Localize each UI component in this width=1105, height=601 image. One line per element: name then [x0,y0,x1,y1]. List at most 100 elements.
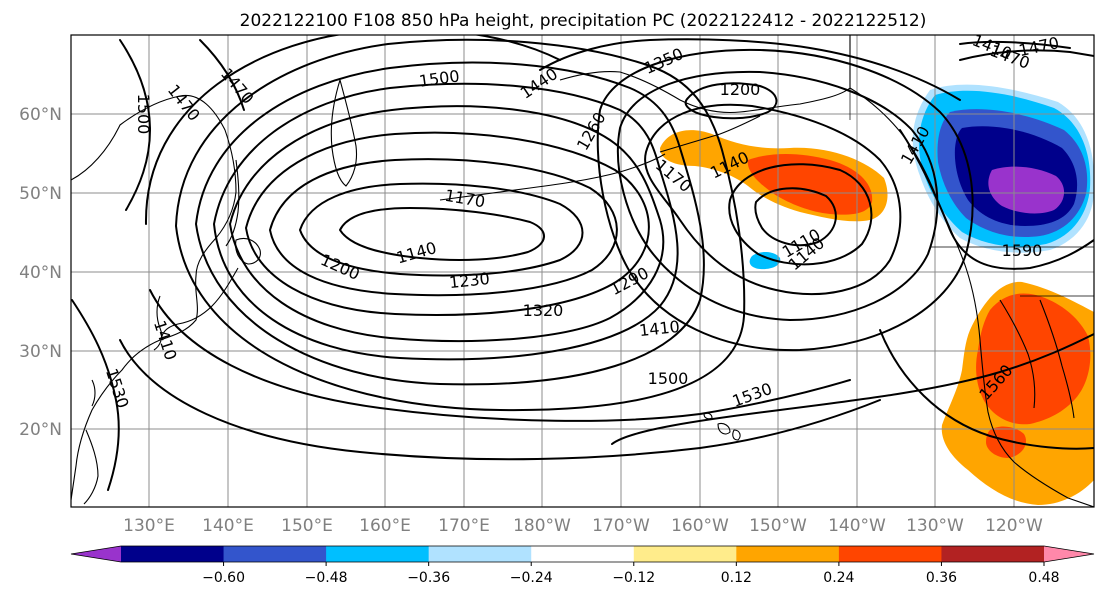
colorbar-tick-label: 0.48 [1028,570,1059,586]
lon-label: 140°E [202,516,254,536]
lat-label: 30°N [19,342,62,362]
contour-1500-band [144,35,561,225]
colorbar-ticks: −0.60 −0.48 −0.36 −0.24 −0.12 0.12 0.24 0.36 0.4… [202,562,1060,586]
coast-gulf-california [1039,299,1075,419]
contour-1320-band [195,61,705,386]
contour-1530-west [71,299,120,491]
coast-alaska-peninsula [659,115,761,153]
colorbar-tick-label: −0.12 [612,570,655,586]
coastlines [71,35,1094,507]
colorbar: −0.60 −0.48 −0.36 −0.24 −0.12 0.12 0.24 0.36 0.4… [70,545,1095,586]
contour-1440-east [959,40,1071,49]
figure-title: 2022122100 F108 850 hPa height, precipit… [240,11,927,31]
contour-1260-band [229,105,665,343]
colorbar-tick-label: −0.48 [305,570,348,586]
contour-1470-ridge [199,39,245,111]
coast-aleutians [439,153,666,201]
contour-1200-gulf [684,82,778,120]
lon-label: 160°E [359,516,411,536]
contour-label: 1230 [448,269,490,292]
colorbar-segments [70,545,1095,563]
lat-label: 40°N [19,263,62,283]
lon-label: 170°E [438,516,490,536]
precip-shading [660,84,1094,505]
colorbar-outline [70,545,1095,563]
contour-1170-low [299,182,584,277]
colorbar-tick-label: −0.36 [407,570,450,586]
contour-1530-south [119,339,881,461]
contour-1500-south [149,289,851,422]
colorbar-tick-label: 0.24 [823,570,854,586]
lon-label: 120°W [985,516,1043,536]
colorbar-tick-label: −0.60 [202,570,245,586]
contour-1140-gulf [728,163,873,266]
contour-label: 1320 [523,301,564,320]
colorbar-segment [838,546,942,562]
contour-1410-band [175,38,746,412]
contour-1110-gulf [754,187,837,247]
precip-area-nw-purple [988,166,1065,214]
colorbar-segment [121,546,225,562]
colorbar-tick-label: 0.36 [926,570,957,586]
contour-1470-nw [119,39,151,211]
coast-japan-honshu [161,267,239,337]
lon-label: 180°W [513,516,571,536]
lat-labels: 60°N 50°N 40°N 30°N 20°N [19,105,62,440]
colorbar-segment [223,546,327,562]
lon-labels: 130°E 140°E 150°E 160°E 170°E 180°W 170°… [123,516,1043,536]
coast-japan-hokkaido [235,237,261,265]
colorbar-tick-label: 0.12 [721,570,752,586]
coast-kamchatka [330,79,358,187]
lon-label: 130°E [123,516,175,536]
map-area [71,35,1094,507]
lon-label: 170°W [592,516,650,536]
contour-label: 1410 [638,317,680,340]
coast-baja [999,299,1036,409]
contour-1590-ridge [899,129,1094,270]
lat-label: 60°N [19,105,62,125]
contour-1260-gulf [616,70,939,321]
lat-label: 20°N [19,420,62,440]
coast-sakhalin [225,159,240,247]
coast-philippines [83,429,99,505]
lon-label: 150°E [281,516,333,536]
colorbar-extend-min [71,546,121,562]
coast-alaska [559,35,851,114]
coast-asia [71,94,237,501]
colorbar-segment [531,546,635,562]
lon-label: 160°W [671,516,729,536]
contour-1170-gulf [644,103,902,296]
colorbar-segment [326,546,430,562]
contour-label: 1590 [1002,241,1043,260]
lat-label: 50°N [19,184,62,204]
precip-area-sw-south [986,426,1027,458]
colorbar-segment [941,546,1045,562]
map-frame [70,34,1095,508]
contour-label: 1500 [134,94,153,135]
contour-1530-east [611,333,1094,445]
precip-area-hawaii-blue [749,252,781,270]
colorbar-segment [428,546,532,562]
colorbar-segment [736,546,840,562]
lon-label: 140°W [828,516,886,536]
colorbar-tick-label: −0.24 [510,570,553,586]
contour-1230-low [245,131,650,316]
contour-label: 1500 [648,369,689,388]
coast-taiwan [91,379,96,407]
colorbar-extend-max [1044,546,1094,562]
colorbar-segment [633,546,737,562]
contour-1140-low [339,207,545,261]
lon-label: 150°W [749,516,807,536]
precip-area-sw-strong [976,293,1091,425]
contour-1560-sw [879,329,1094,450]
contour-1200-low [269,158,618,297]
contour-label: 1200 [720,80,761,99]
contour-1290-band [213,82,679,361]
coast-korea [153,295,163,351]
precip-area-gulf-strong [747,154,873,215]
height-contours [71,35,1094,491]
contour-1470-east [959,49,1094,61]
lon-label: 130°W [906,516,964,536]
contour-1440-north [539,38,961,101]
